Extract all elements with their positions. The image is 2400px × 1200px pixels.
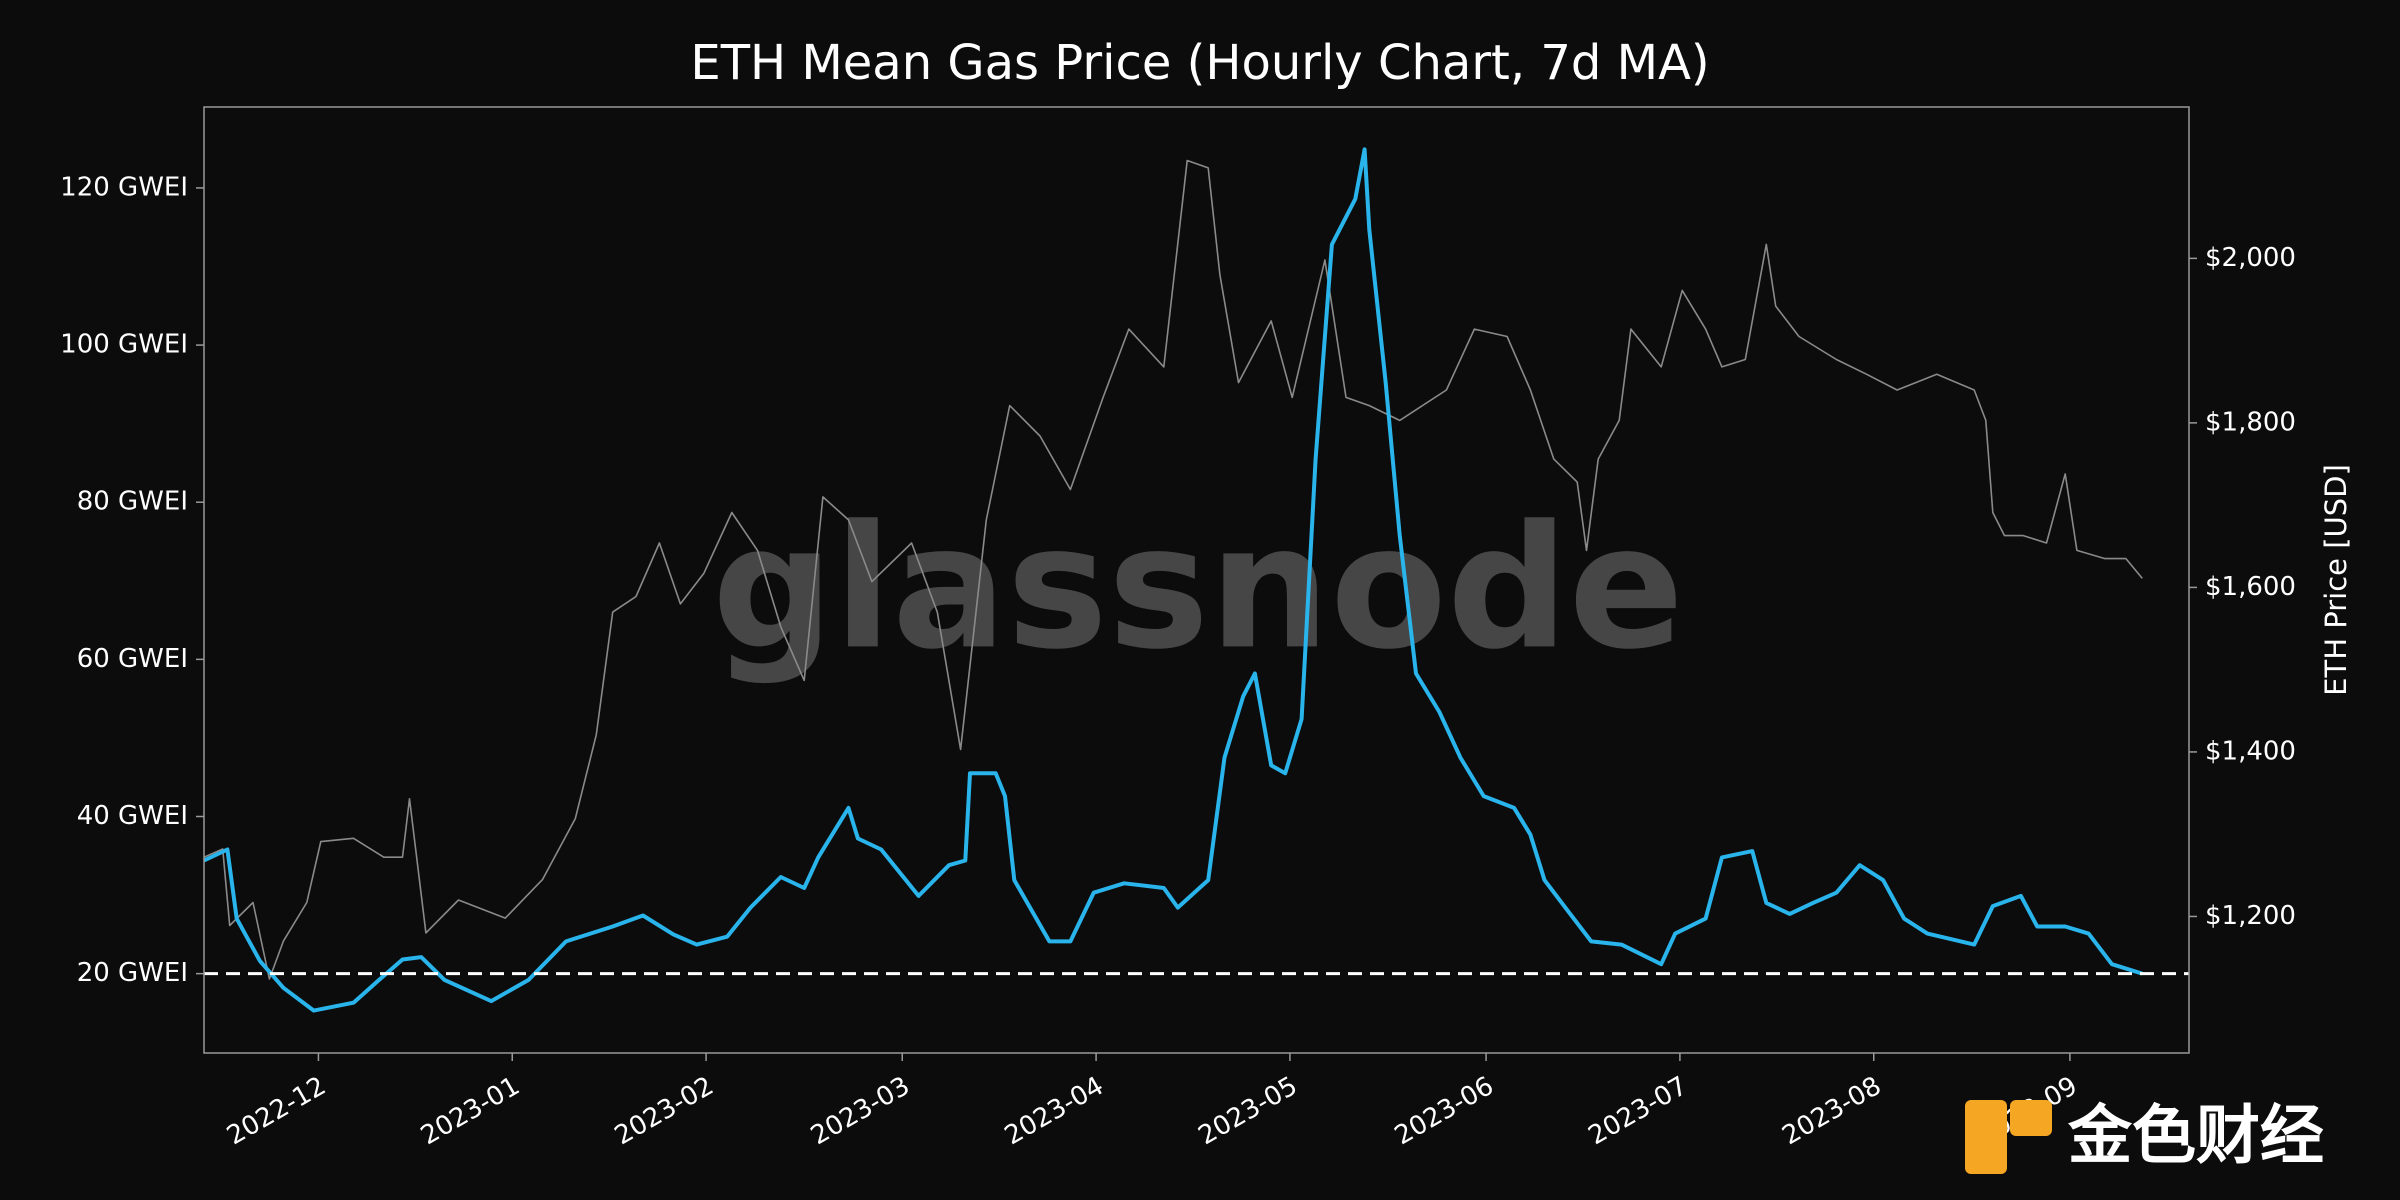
y2-tick-label: $1,600 [2205, 572, 2296, 602]
logo-text: 金色财经 [2067, 1100, 2324, 1174]
y2-tick-label: $1,800 [2205, 407, 2296, 437]
y-tick-label: 20 GWEI [77, 958, 188, 988]
y-tick-label: 100 GWEI [60, 330, 188, 360]
y-tick-label: 120 GWEI [60, 172, 188, 202]
y2-tick-label: $1,200 [2205, 901, 2296, 931]
y2-axis-label: ETH Price [USD] [2319, 464, 2353, 696]
logo-icon [1965, 1100, 2007, 1174]
chart-title: ETH Mean Gas Price (Hourly Chart, 7d MA) [690, 35, 1709, 91]
plot-frame [203, 106, 2190, 1054]
y-tick-label: 60 GWEI [77, 644, 188, 674]
logo: 金色财经 [1965, 1100, 2324, 1174]
y2-tick-label: $1,400 [2205, 736, 2296, 766]
y-tick-label: 40 GWEI [77, 801, 188, 831]
y-tick-label: 80 GWEI [77, 487, 188, 517]
watermark: glassnode [712, 489, 1684, 687]
line-series [203, 159, 2143, 980]
y2-tick-label: $2,000 [2205, 243, 2296, 273]
line-series [203, 147, 2143, 1013]
logo-icon [2010, 1100, 2052, 1136]
